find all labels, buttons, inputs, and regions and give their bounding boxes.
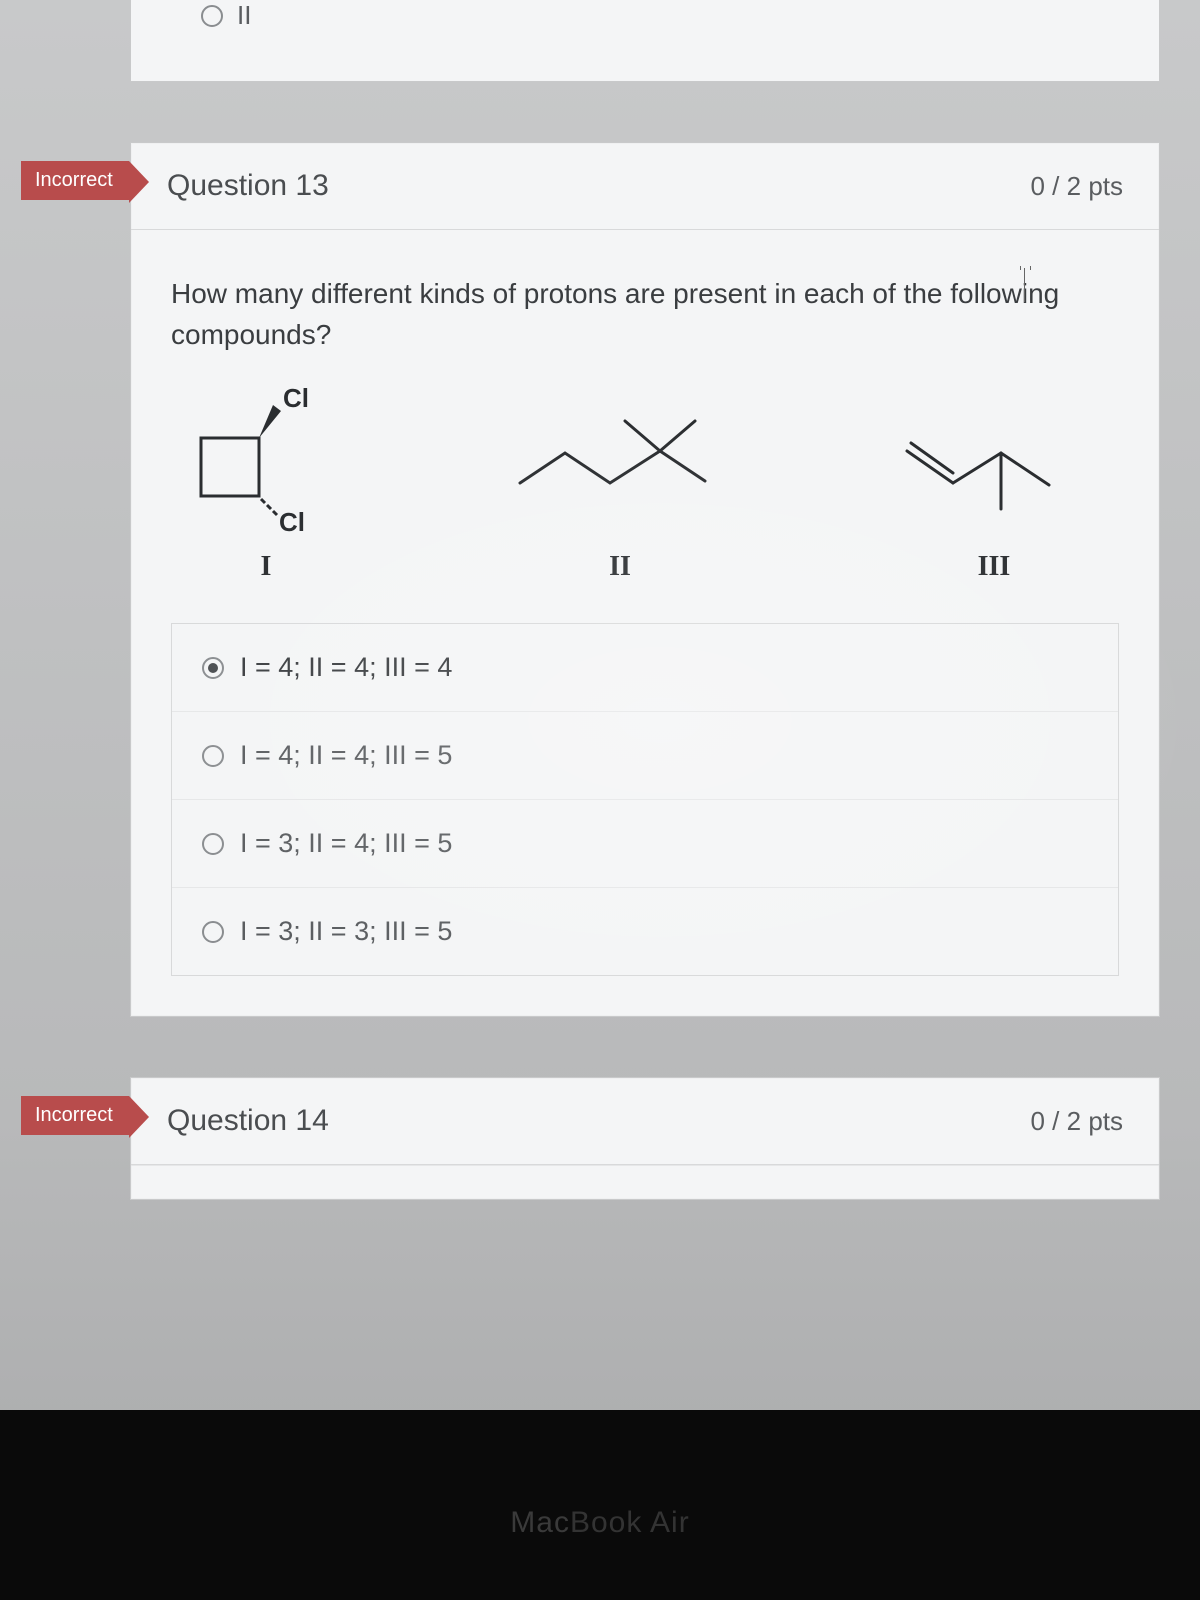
question-points: 0 / 2 pts [1031, 171, 1124, 202]
previous-option[interactable]: II [161, 0, 1129, 51]
device-bezel [0, 1410, 1200, 1600]
device-label: MacBook Air [510, 1506, 689, 1540]
option-1-text: I = 4; II = 4; III = 4 [240, 652, 452, 683]
compound-III: III [889, 413, 1099, 583]
option-2[interactable]: I = 4; II = 4; III = 5 [172, 712, 1118, 800]
radio-unchecked-icon [201, 5, 223, 27]
radio-unchecked-icon [202, 833, 224, 855]
option-2-text: I = 4; II = 4; III = 5 [240, 740, 452, 771]
question-14-body-sliver [131, 1165, 1159, 1199]
answer-options: I = 4; II = 4; III = 4 I = 4; II = 4; II… [171, 623, 1119, 976]
badge-text: Incorrect [35, 169, 113, 192]
previous-option-label: II [237, 0, 251, 31]
atom-cl-bottom: Cl [279, 507, 305, 533]
option-4-text: I = 3; II = 3; III = 5 [240, 916, 452, 947]
question-points: 0 / 2 pts [1031, 1106, 1124, 1137]
radio-unchecked-icon [202, 745, 224, 767]
previous-question-fragment: II [130, 0, 1160, 82]
question-title: Question 14 [167, 1104, 329, 1138]
radio-selected-icon [202, 657, 224, 679]
status-badge-incorrect: Incorrect [21, 161, 129, 200]
question-title: Question 13 [167, 169, 329, 203]
question-13-card: Incorrect Question 13 0 / 2 pts How many… [130, 142, 1160, 1017]
status-badge-incorrect: Incorrect [21, 1096, 129, 1135]
question-14-card: Incorrect Question 14 0 / 2 pts [130, 1077, 1160, 1200]
option-3[interactable]: I = 3; II = 4; III = 5 [172, 800, 1118, 888]
radio-unchecked-icon [202, 921, 224, 943]
compound-label-III: III [889, 551, 1099, 583]
option-4[interactable]: I = 3; II = 3; III = 5 [172, 888, 1118, 975]
compound-I: Cl Cl I [181, 383, 351, 583]
question-prompt: How many different kinds of protons are … [171, 274, 1119, 355]
option-1[interactable]: I = 4; II = 4; III = 4 [172, 624, 1118, 712]
question-body: How many different kinds of protons are … [131, 230, 1159, 1016]
prompt-pre: How many different kinds of protons are … [171, 278, 1022, 309]
text-cursor-icon: i [1022, 274, 1028, 315]
question-header: Question 13 0 / 2 pts [131, 143, 1159, 230]
compound-label-I: I [181, 551, 351, 583]
compound-II: II [500, 403, 740, 583]
option-3-text: I = 3; II = 4; III = 5 [240, 828, 452, 859]
compound-label-II: II [500, 551, 740, 583]
badge-text: Incorrect [35, 1104, 113, 1127]
atom-cl-top: Cl [283, 383, 309, 413]
compound-structures: Cl Cl I [171, 383, 1119, 593]
question-header: Question 14 0 / 2 pts [131, 1078, 1159, 1165]
